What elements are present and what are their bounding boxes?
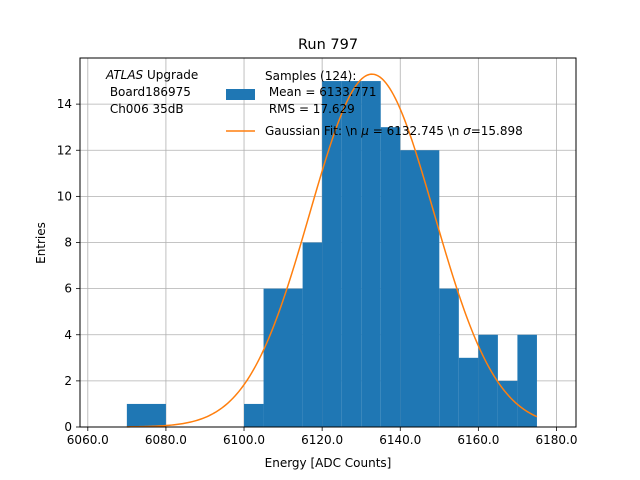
- x-tick-label-1: 6080.0: [145, 433, 187, 447]
- histogram-bar-8: [400, 150, 440, 427]
- histogram-bar-6: [361, 81, 381, 427]
- y-tick-label-7: 14: [57, 97, 72, 111]
- y-tick-label-4: 8: [64, 236, 72, 250]
- atlas-annotation: ATLAS Upgrade Board186975 Ch006 35dB: [105, 68, 198, 116]
- x-tick-label-0: 6060.0: [67, 433, 109, 447]
- annotation-channel: Ch006 35dB: [106, 102, 184, 116]
- annotation-line-1: ATLAS Upgrade: [105, 68, 198, 82]
- legend-samples-line-1: Samples (124):: [265, 69, 356, 83]
- y-tick-label-3: 6: [64, 282, 72, 296]
- histogram-bar-3: [302, 242, 323, 427]
- annotation-board: Board186975: [106, 85, 191, 99]
- legend-fit-suffix: =15.898: [471, 124, 523, 138]
- y-tick-label-0: 0: [64, 420, 72, 434]
- y-axis-ticks: 0 2 4 6 8 10 12 14: [57, 97, 80, 434]
- annotation-atlas: ATLAS: [105, 68, 144, 82]
- x-tick-label-6: 6180.0: [535, 433, 577, 447]
- y-tick-label-6: 12: [57, 143, 72, 157]
- y-tick-label-1: 2: [64, 374, 72, 388]
- legend-fit-mu: μ: [360, 124, 369, 138]
- legend-fit-sigma: σ: [463, 124, 471, 138]
- x-tick-label-5: 6160.0: [457, 433, 499, 447]
- histogram-bar-10: [458, 357, 479, 427]
- x-tick-label-4: 6140.0: [379, 433, 421, 447]
- legend-samples-line-2: Mean = 6133.771: [265, 85, 376, 99]
- legend: Samples (124): Mean = 6133.771 RMS = 17.…: [226, 69, 523, 138]
- histogram-bar-4: [322, 81, 342, 427]
- histogram-bar-5: [341, 81, 362, 427]
- y-axis-label: Entries: [34, 222, 48, 264]
- legend-fit-label: Gaussian Fit: \n μ = 6132.745 \n σ=15.89…: [265, 124, 523, 138]
- histogram-bars: [126, 81, 537, 427]
- legend-fit-mid: = 6132.745 \n: [369, 124, 463, 138]
- x-tick-label-3: 6120.0: [301, 433, 343, 447]
- histogram-bar-1: [244, 403, 264, 427]
- annotation-upgrade: Upgrade: [143, 68, 198, 82]
- histogram-bar-2: [263, 288, 303, 427]
- histogram-bar-12: [497, 380, 518, 427]
- histogram-bar-7: [380, 127, 401, 427]
- x-axis-ticks: 6060.0 6080.0 6100.0 6120.0 6140.0 6160.0 6180…: [67, 427, 577, 447]
- histogram-bar-11: [478, 334, 498, 427]
- histogram-bar-9: [439, 288, 459, 427]
- histogram-bar-0: [126, 403, 166, 427]
- y-tick-label-2: 4: [64, 328, 72, 342]
- legend-patch-samples: [226, 89, 255, 100]
- histogram-bar-13: [517, 334, 537, 427]
- legend-samples-line-3: RMS = 17.629: [265, 102, 355, 116]
- chart-title: Run 797: [298, 37, 358, 53]
- gaussian-fit-curve: [126, 73, 538, 428]
- y-tick-label-5: 10: [57, 189, 72, 203]
- legend-fit-prefix: Gaussian Fit: \n: [265, 124, 361, 138]
- x-tick-label-2: 6100.0: [223, 433, 265, 447]
- x-axis-label: Energy [ADC Counts]: [265, 456, 392, 470]
